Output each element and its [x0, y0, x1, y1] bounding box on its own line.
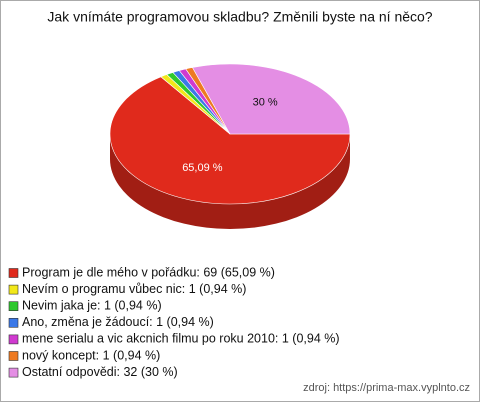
chart-title: Jak vnímáte programovou skladbu? Změnili… [47, 9, 432, 25]
legend-label: Nevim jaka je: 1 (0,94 %) [22, 298, 162, 312]
legend-label: nový koncept: 1 (0,94 %) [22, 348, 160, 362]
pie-side [110, 134, 350, 229]
legend-swatch [8, 317, 19, 328]
source: zdroj: https://prima-max.vyplnto.cz [303, 382, 470, 394]
legend-swatch [8, 351, 19, 361]
legend-label: mene serialu a vic akcnich filmu po roku… [22, 332, 340, 346]
data-label: 65,09 % [182, 162, 223, 174]
legend-swatch [8, 334, 19, 345]
legend-swatch [8, 367, 19, 378]
legend-swatch [8, 301, 19, 312]
pie-slice [191, 63, 351, 135]
legend-label: Ostatní odpovědi: 32 (30 %) [22, 365, 178, 379]
legend-label: Nevím o programu vůbec nic: 1 (0,94 %) [22, 282, 246, 296]
data-label: 30 % [253, 97, 278, 109]
pie-slice [109, 76, 351, 205]
legend-swatch [8, 284, 19, 295]
legend-label: Program je dle mého v pořádku: 69 (65,09… [22, 265, 275, 279]
legend-label: Ano, změna je žádoucí: 1 (0,94 %) [22, 315, 214, 329]
legend-swatch [8, 268, 19, 278]
